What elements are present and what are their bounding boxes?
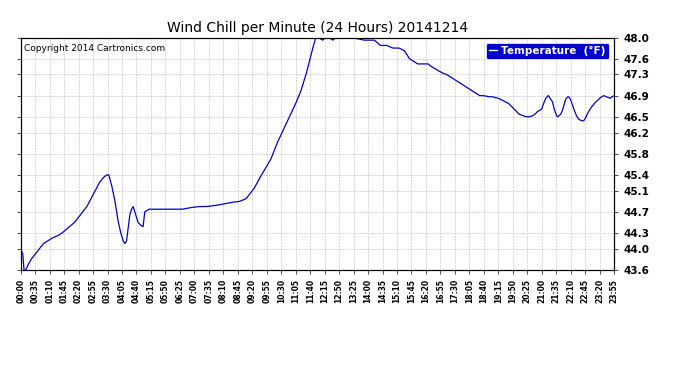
Title: Wind Chill per Minute (24 Hours) 20141214: Wind Chill per Minute (24 Hours) 2014121…: [167, 21, 468, 35]
Text: Copyright 2014 Cartronics.com: Copyright 2014 Cartronics.com: [23, 45, 165, 54]
Legend: Temperature  (°F): Temperature (°F): [486, 43, 609, 59]
